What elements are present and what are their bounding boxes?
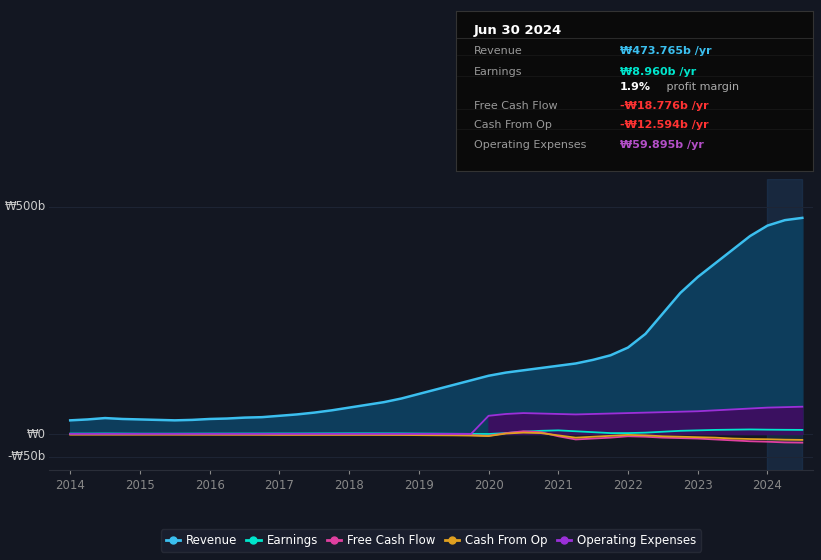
Text: ₩0: ₩0 [26,427,45,441]
Text: -₩12.594b /yr: -₩12.594b /yr [620,120,709,130]
Text: Revenue: Revenue [474,46,522,57]
Text: Earnings: Earnings [474,67,522,77]
Text: -₩50b: -₩50b [7,450,45,463]
Text: ₩500b: ₩500b [4,200,45,213]
Text: ₩473.765b /yr: ₩473.765b /yr [620,46,712,57]
Bar [768,179,802,470]
Text: -₩18.776b /yr: -₩18.776b /yr [620,101,709,110]
Text: ₩8.960b /yr: ₩8.960b /yr [620,67,696,77]
Text: Jun 30 2024: Jun 30 2024 [474,24,562,37]
Text: Cash From Op: Cash From Op [474,120,552,130]
Text: Free Cash Flow: Free Cash Flow [474,101,557,110]
Legend: Revenue, Earnings, Free Cash Flow, Cash From Op, Operating Expenses: Revenue, Earnings, Free Cash Flow, Cash … [161,529,701,552]
Text: profit margin: profit margin [663,82,739,92]
Text: ₩59.895b /yr: ₩59.895b /yr [620,141,704,151]
Text: Operating Expenses: Operating Expenses [474,141,586,151]
Text: 1.9%: 1.9% [620,82,651,92]
